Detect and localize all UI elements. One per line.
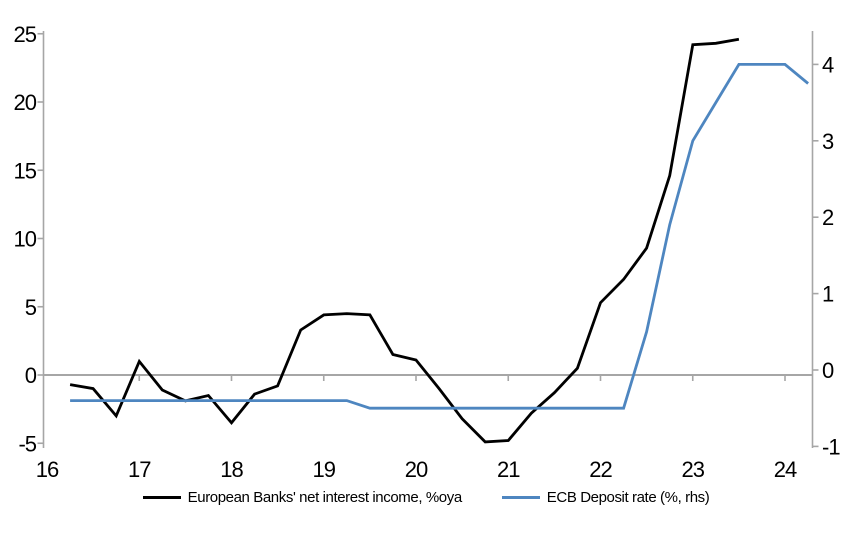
x-tick-label: 18 bbox=[220, 457, 243, 482]
legend-item-nii: European Banks' net interest income, %oy… bbox=[142, 489, 463, 506]
y-right-tick-label: 1 bbox=[822, 282, 834, 307]
y-left-tick-label: 10 bbox=[14, 227, 37, 252]
legend-label-ecb-rate: ECB Deposit rate (%, rhs) bbox=[546, 489, 710, 506]
x-tick-label: 21 bbox=[497, 457, 520, 482]
legend-swatch-ecb-rate bbox=[501, 496, 540, 499]
y-right-tick-label: 2 bbox=[822, 205, 834, 230]
y-right-tick-label: 4 bbox=[822, 52, 834, 77]
y-left-tick-label: 20 bbox=[14, 90, 37, 115]
y-left-tick-label: 25 bbox=[14, 22, 37, 47]
series-lines bbox=[69, 37, 809, 444]
x-tick-label: 24 bbox=[774, 457, 797, 482]
legend: European Banks' net interest income, %oy… bbox=[0, 489, 852, 506]
x-tick-label: 16 bbox=[36, 457, 59, 482]
series-line-ecb-rate bbox=[70, 63, 809, 410]
x-tick-label: 17 bbox=[128, 457, 151, 482]
axes bbox=[37, 31, 819, 448]
x-tick-label: 23 bbox=[682, 457, 705, 482]
legend-item-ecb-rate: ECB Deposit rate (%, rhs) bbox=[501, 489, 710, 506]
x-tick-label: 22 bbox=[589, 457, 612, 482]
y-right-tick-label: -1 bbox=[822, 434, 840, 459]
y-left-tick-label: 15 bbox=[14, 158, 37, 183]
y-left-tick-label: -5 bbox=[18, 431, 36, 456]
y-left-tick-label: 0 bbox=[25, 363, 37, 388]
x-tick-label: 20 bbox=[405, 457, 428, 482]
legend-label-nii: European Banks' net interest income, %oy… bbox=[187, 489, 463, 506]
x-tick-label: 19 bbox=[313, 457, 336, 482]
y-right-tick-label: 3 bbox=[822, 129, 834, 154]
legend-swatch-nii bbox=[142, 496, 181, 499]
y-left-tick-label: 5 bbox=[25, 295, 37, 320]
y-right-tick-label: 0 bbox=[822, 358, 834, 383]
series-line-nii bbox=[69, 37, 740, 444]
